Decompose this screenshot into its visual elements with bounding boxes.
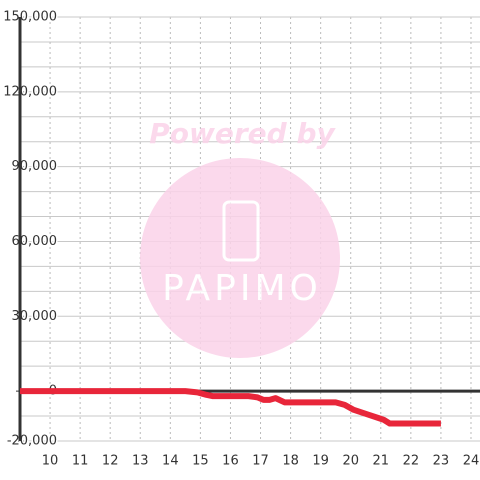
y-tick-label: 90,000	[12, 159, 58, 174]
x-tick-label: 20	[342, 454, 359, 469]
x-tick-label: 12	[102, 454, 119, 469]
y-tick-label: -20,000	[7, 434, 57, 449]
x-tick-label: 18	[282, 454, 299, 469]
x-tick-label: 24	[463, 454, 480, 469]
x-tick-label: 17	[252, 454, 269, 469]
x-tick-label: 13	[132, 454, 149, 469]
watermark-logo: PAPIMO	[162, 268, 322, 309]
y-tick-label: 30,000	[12, 309, 58, 324]
y-tick-label: 120,000	[3, 84, 57, 99]
x-tick-label: 19	[312, 454, 329, 469]
watermark: Powered by PAPIMO	[140, 117, 340, 358]
x-tick-label: 11	[72, 454, 89, 469]
y-tick-label: 150,000	[3, 10, 57, 25]
x-tick-label: 15	[192, 454, 209, 469]
x-tick-label: 16	[222, 454, 239, 469]
y-tick-label: 60,000	[12, 234, 58, 249]
x-tick-label: 10	[42, 454, 59, 469]
x-tick-label: 21	[373, 454, 390, 469]
x-tick-label: 22	[403, 454, 420, 469]
watermark-icon	[222, 200, 260, 262]
x-tick-label: 14	[162, 454, 179, 469]
x-tick-label: 23	[433, 454, 450, 469]
data-line	[20, 388, 441, 427]
watermark-circle	[140, 158, 340, 358]
watermark-text: Powered by	[149, 117, 336, 150]
